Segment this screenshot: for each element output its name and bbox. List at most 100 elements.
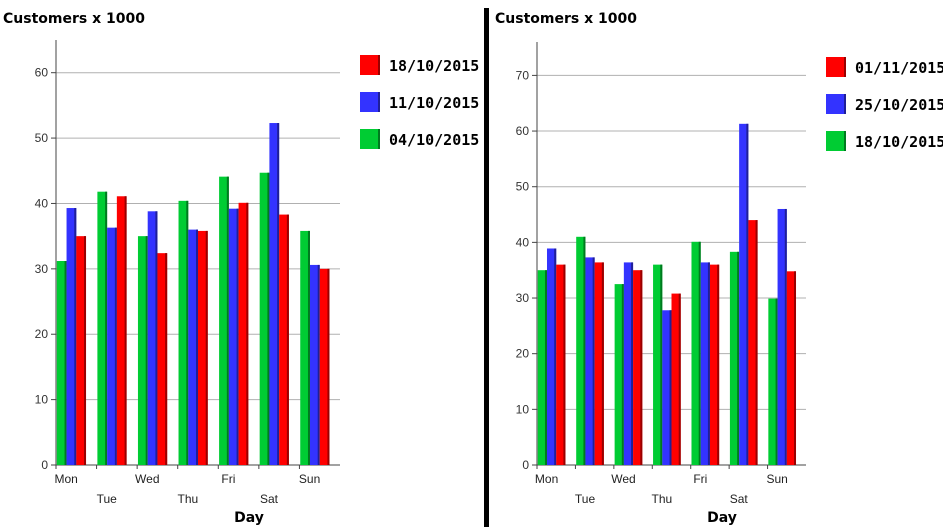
bar-mon-series-1	[546, 248, 557, 465]
bar-edge	[226, 176, 229, 465]
x-tick-label-tue: Tue	[575, 492, 596, 506]
bar-thu-series-1	[662, 310, 672, 465]
bar-mon-series-0	[56, 261, 67, 465]
y-tick-label: 60	[35, 66, 49, 80]
bar-edge	[631, 262, 634, 465]
bar-sun-series-0	[768, 298, 778, 465]
legend-label-2: 18/10/2015	[855, 133, 943, 151]
x-tick-label-fri: Fri	[221, 472, 235, 486]
legend-swatch-edge	[378, 129, 380, 149]
bar-thu-series-2	[671, 293, 681, 465]
bar-edge	[775, 298, 778, 465]
bar-edge	[267, 172, 270, 465]
bar-edge	[205, 230, 208, 465]
bar-edge	[678, 293, 681, 465]
legend-swatch-2	[360, 129, 380, 149]
bar-edge	[621, 284, 624, 465]
bar-fri-series-1	[228, 208, 239, 465]
bar-edge	[601, 262, 604, 465]
bar-edge	[317, 264, 320, 465]
bar-edge	[707, 262, 710, 465]
bar-edge	[327, 268, 330, 465]
bar-sat-series-0	[259, 172, 270, 465]
legend-label-1: 25/10/2015	[855, 96, 943, 114]
bar-tue-series-0	[576, 236, 586, 465]
x-tick-label-mon: Mon	[535, 472, 558, 486]
bar-thu-series-1	[188, 229, 198, 465]
bar-thu-series-0	[178, 200, 189, 465]
legend-label-2: 04/10/2015	[389, 131, 479, 149]
legend-label-0: 18/10/2015	[389, 57, 479, 75]
x-tick-label-wed: Wed	[135, 472, 159, 486]
y-tick-label: 50	[516, 180, 530, 194]
bar-edge	[155, 211, 158, 465]
bar-thu-series-0	[653, 264, 663, 465]
bar-fri-series-1	[700, 262, 710, 465]
x-tick-label-thu: Thu	[178, 492, 199, 506]
bar-wed-series-0	[614, 284, 624, 465]
bar-thu-series-2	[198, 230, 208, 465]
bar-wed-series-2	[633, 270, 643, 465]
bar-wed-series-1	[623, 262, 634, 465]
bar-mon-series-1	[66, 208, 77, 466]
legend-swatch-edge	[844, 94, 846, 114]
y-tick-label: 0	[522, 458, 529, 472]
y-tick-label: 10	[516, 402, 530, 416]
bar-fri-series-2	[238, 202, 249, 466]
bar-edge	[746, 123, 749, 465]
x-tick-label-mon: Mon	[54, 472, 77, 486]
bar-edge	[737, 251, 740, 465]
bar-fri-series-0	[691, 241, 701, 465]
y-tick-label: 50	[35, 131, 49, 145]
y-axis-title: Customers x 1000	[495, 11, 637, 27]
y-tick-label: 40	[35, 196, 49, 210]
x-axis-title: Day	[234, 510, 264, 526]
bar-edge	[563, 264, 566, 465]
bar-edge	[74, 208, 77, 466]
bar-edge	[114, 227, 117, 465]
bar-edge	[544, 270, 547, 465]
chart-panel-left: Customers x 1000 0 10 20 30 40 50 60 Mon Tue Wed Th…	[3, 11, 479, 526]
bar-edge	[124, 196, 127, 465]
bar-edge	[165, 253, 168, 465]
bar-sat-series-2	[279, 214, 289, 465]
bar-edge	[277, 123, 280, 466]
bar-edge	[286, 214, 289, 465]
legend-swatch-2	[826, 131, 846, 151]
bar-edge	[84, 236, 87, 465]
bar-sun-series-2	[319, 268, 330, 465]
bar-edge	[64, 261, 67, 465]
bar-edge	[307, 230, 310, 465]
y-tick-label: 30	[35, 262, 49, 276]
chart-right: Customers x 1000 0 10 20 30 40 50 60 70 Mon Tue Wed…	[495, 11, 943, 526]
x-tick-label-sat: Sat	[730, 492, 749, 506]
bar-edge	[246, 202, 249, 466]
bar-tue-series-1	[107, 227, 117, 465]
x-tick-label-thu: Thu	[652, 492, 673, 506]
bar-wed-series-1	[147, 211, 158, 465]
bar-sun-series-0	[300, 230, 310, 465]
x-axis-title: Day	[707, 510, 737, 526]
bar-edge	[583, 236, 586, 465]
bar-tue-series-2	[594, 262, 604, 465]
bar-wed-series-2	[157, 253, 168, 465]
bar-sun-series-1	[777, 208, 787, 465]
bar-sun-series-1	[309, 264, 320, 465]
bar-sat-series-2	[748, 220, 758, 465]
bar-edge	[660, 264, 663, 465]
bar-edge	[640, 270, 643, 465]
bar-tue-series-0	[97, 191, 108, 465]
bar-fri-series-2	[709, 264, 720, 465]
x-tick-label-fri: Fri	[693, 472, 707, 486]
bar-tue-series-2	[116, 196, 127, 465]
panel-divider	[484, 8, 489, 527]
y-tick-label: 0	[41, 458, 48, 472]
bar-fri-series-0	[219, 176, 229, 465]
bar-edge	[592, 257, 595, 465]
x-tick-label-wed: Wed	[611, 472, 635, 486]
bar-sat-series-1	[269, 123, 280, 466]
x-tick-label-sun: Sun	[299, 472, 320, 486]
legend-swatch-edge	[378, 55, 380, 75]
bar-edge	[794, 271, 797, 465]
bar-mon-series-2	[556, 264, 566, 465]
